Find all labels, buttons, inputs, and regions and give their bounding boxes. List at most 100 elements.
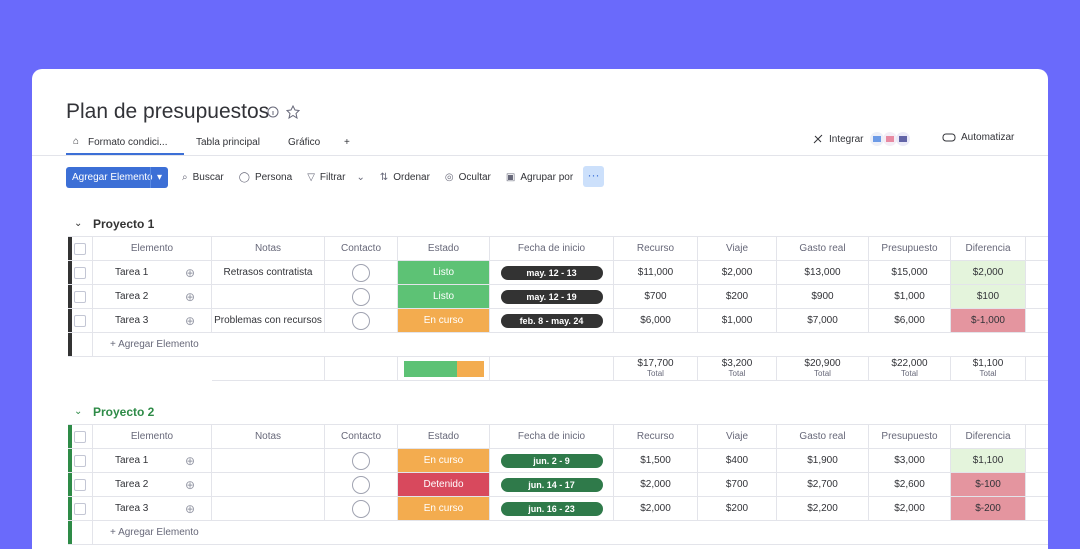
- person-avatar[interactable]: [352, 287, 370, 306]
- cell: Tarea 2 ⊕: [93, 473, 212, 497]
- cell: [212, 473, 325, 497]
- add-item[interactable]: + Agregar Elemento: [110, 339, 199, 350]
- summary-cell: [212, 357, 325, 381]
- add-update-icon[interactable]: ⊕: [184, 477, 195, 492]
- difference: $1,100: [972, 455, 1004, 466]
- cell: $11,000: [614, 261, 698, 285]
- cell: [68, 261, 93, 285]
- status-label[interactable]: Listo: [432, 267, 455, 278]
- checkbox[interactable]: [74, 502, 86, 515]
- cell: [212, 497, 325, 521]
- difference: $-200: [975, 503, 1001, 514]
- status-segment: [456, 360, 484, 377]
- amount: $2,000: [640, 503, 671, 514]
- item-name[interactable]: Tarea 3: [115, 503, 149, 514]
- checkbox[interactable]: [74, 430, 86, 443]
- total-value: $22,000: [891, 357, 928, 369]
- tab[interactable]: Formato condici...: [88, 137, 168, 148]
- person-avatar[interactable]: [352, 499, 370, 518]
- amount: $11,000: [637, 267, 674, 278]
- add-update-icon[interactable]: ⊕: [184, 501, 195, 516]
- summary-cell: [1026, 357, 1048, 381]
- toolbar-label: Buscar: [192, 172, 224, 183]
- date-pill[interactable]: feb. 8 - may. 24: [500, 313, 603, 328]
- status-label[interactable]: Detenido: [423, 479, 464, 490]
- status-segment: [403, 360, 431, 377]
- cell: $400: [698, 449, 777, 473]
- checkbox[interactable]: [74, 242, 86, 255]
- checkbox[interactable]: [74, 290, 86, 303]
- toolbar-button[interactable]: ▽ Filtrar ⌄: [307, 172, 365, 183]
- toolbar-button[interactable]: ▣ Agrupar por: [506, 172, 573, 183]
- person-avatar[interactable]: [352, 451, 370, 470]
- status-label[interactable]: Listo: [432, 291, 455, 302]
- checkbox[interactable]: [74, 454, 86, 467]
- more-button[interactable]: ···: [583, 166, 604, 187]
- person-avatar[interactable]: [352, 311, 370, 330]
- checkbox[interactable]: [74, 314, 86, 327]
- add-item[interactable]: + Agregar Elemento: [110, 527, 199, 538]
- person-avatar[interactable]: [352, 475, 370, 494]
- cell: may. 12 - 13: [490, 261, 614, 285]
- filter-caret: ⌄: [356, 172, 365, 183]
- column-header: Diferencia: [951, 425, 1026, 449]
- cell: [1026, 261, 1048, 285]
- new-item-button[interactable]: Agregar Elemento ▾: [66, 167, 168, 188]
- date-pill[interactable]: jun. 2 - 9: [500, 453, 603, 468]
- automate-button[interactable]: Automatizar: [942, 131, 1014, 143]
- date-pill[interactable]: may. 12 - 13: [500, 265, 603, 280]
- cell: $2,600: [869, 473, 951, 497]
- group-title[interactable]: Proyecto 2: [93, 405, 155, 419]
- item-name[interactable]: Tarea 3: [115, 315, 149, 326]
- tab[interactable]: +: [344, 137, 350, 148]
- difference: $100: [976, 291, 1000, 302]
- cell: [68, 497, 93, 521]
- amount: $700: [725, 479, 749, 490]
- cell: [212, 449, 325, 473]
- tab[interactable]: Tabla principal: [196, 137, 260, 148]
- toolbar-icon: ▣: [505, 172, 516, 183]
- amount: $15,000: [891, 267, 928, 278]
- add-update-icon[interactable]: ⊕: [184, 453, 195, 468]
- group-chevron: ⌄: [74, 218, 83, 229]
- item-name[interactable]: Tarea 1: [115, 455, 149, 466]
- group-title[interactable]: Proyecto 1: [93, 217, 155, 231]
- cell: $-1,000: [951, 309, 1026, 333]
- toolbar-button[interactable]: ◎ Ocultar: [445, 172, 491, 183]
- date-pill[interactable]: jun. 16 - 23: [500, 501, 603, 516]
- checkbox[interactable]: [74, 478, 86, 491]
- status-label[interactable]: En curso: [423, 315, 464, 326]
- toolbar-button[interactable]: ⇅ Ordenar: [380, 172, 430, 183]
- table-top-border: [68, 236, 1048, 237]
- add-update-icon[interactable]: ⊕: [184, 313, 195, 328]
- summary-cell: $1,100 Total: [951, 357, 1026, 381]
- summary-cell: $17,700 Total: [614, 357, 698, 381]
- add-update-icon[interactable]: ⊕: [184, 289, 195, 304]
- cell: [325, 473, 398, 497]
- cell: jun. 14 - 17: [490, 473, 614, 497]
- date-pill[interactable]: may. 12 - 19: [500, 289, 603, 304]
- cell: Tarea 1 ⊕: [93, 261, 212, 285]
- title-icons[interactable]: [267, 105, 303, 119]
- item-name[interactable]: Tarea 2: [115, 291, 149, 302]
- person-avatar[interactable]: [352, 263, 370, 282]
- automate-label: Automatizar: [961, 131, 1015, 143]
- cell: Retrasos contratista: [212, 261, 325, 285]
- status-label[interactable]: En curso: [423, 455, 464, 466]
- date-pill[interactable]: jun. 14 - 17: [500, 477, 603, 492]
- summary-cell: [490, 357, 614, 381]
- item-name[interactable]: Tarea 2: [115, 479, 149, 490]
- toolbar-button[interactable]: ◯ Persona: [239, 172, 292, 183]
- cell: $1,100: [951, 449, 1026, 473]
- cell: $15,000: [869, 261, 951, 285]
- toolbar-button[interactable]: ⌕ Buscar: [182, 172, 224, 183]
- integrate-button[interactable]: Integrar: [812, 131, 920, 147]
- status-label[interactable]: En curso: [423, 503, 464, 514]
- add-update-icon[interactable]: ⊕: [184, 265, 195, 280]
- item-name[interactable]: Tarea 1: [115, 267, 149, 278]
- cell: [1026, 473, 1048, 497]
- tab[interactable]: Gráfico: [288, 137, 321, 148]
- cell: En curso: [398, 309, 490, 333]
- checkbox[interactable]: [74, 266, 86, 279]
